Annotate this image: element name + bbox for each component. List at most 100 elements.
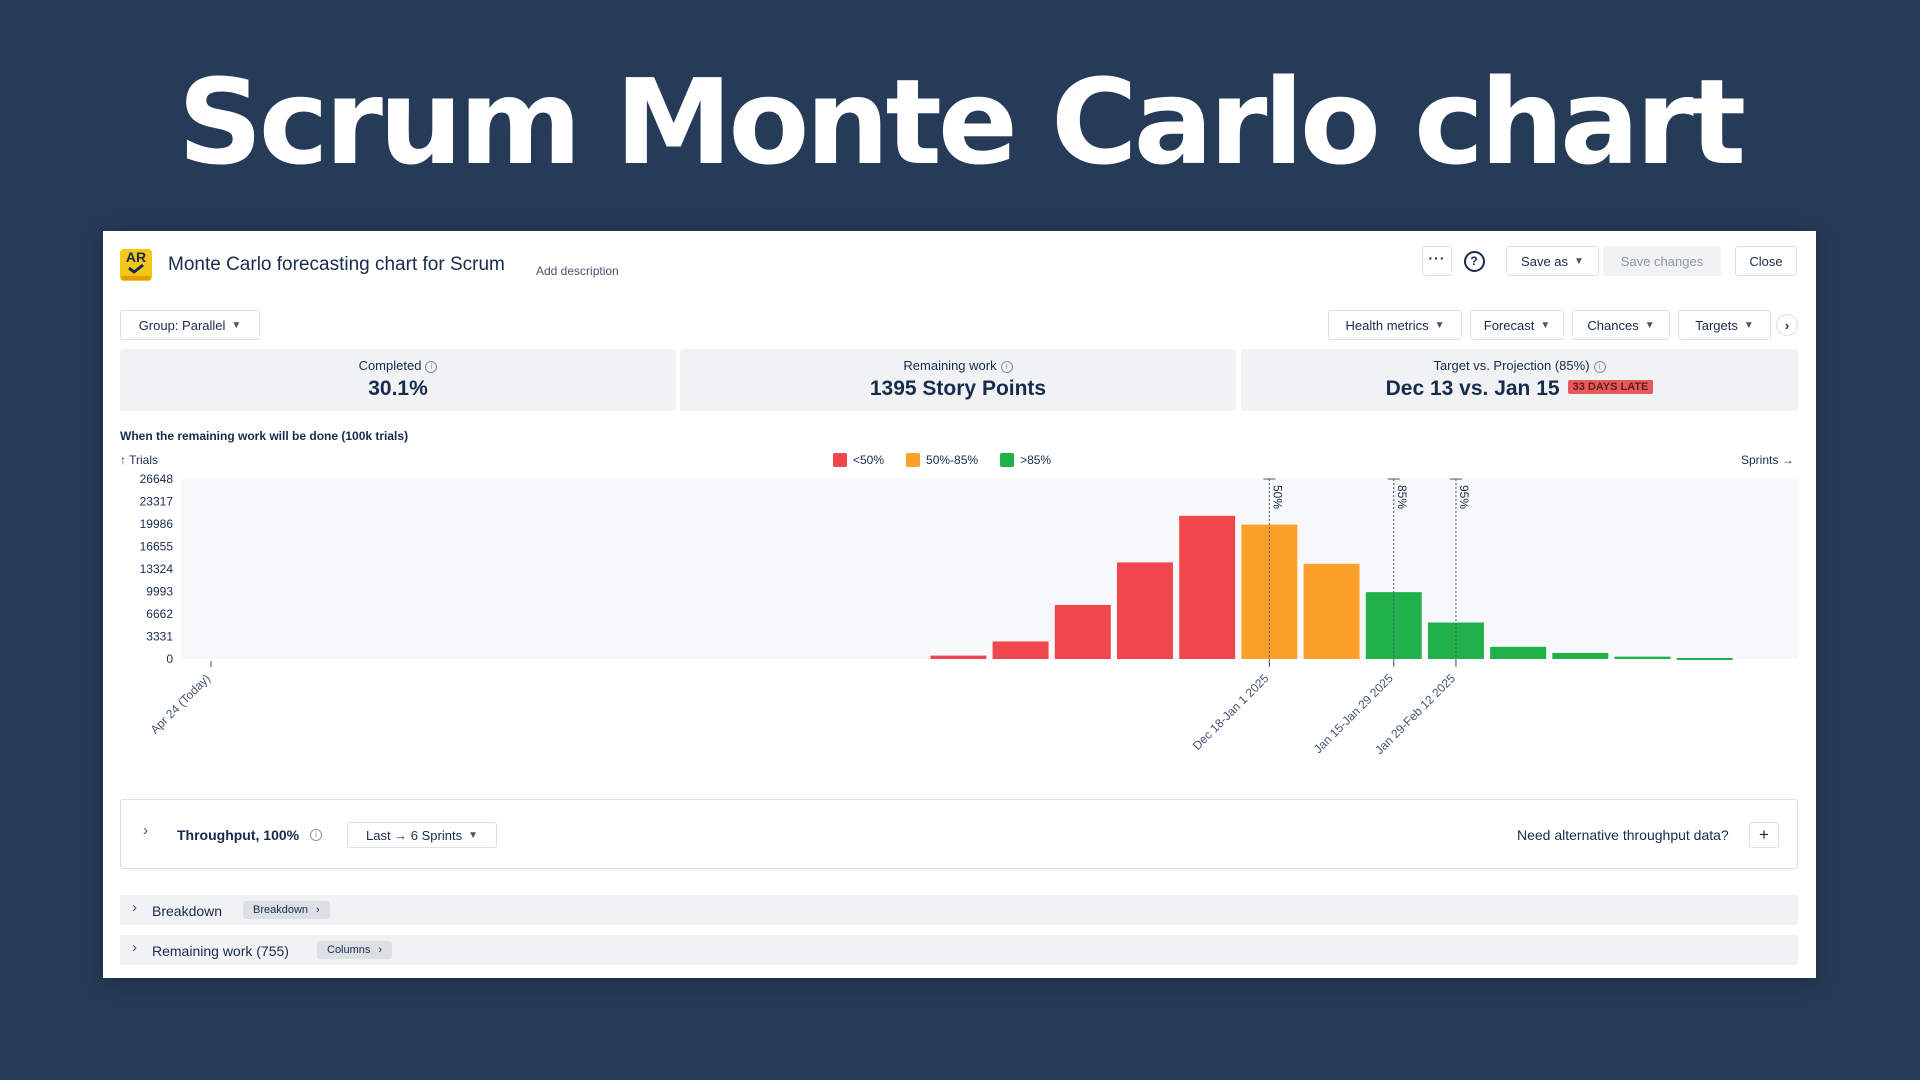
filter-label: Chances	[1587, 317, 1639, 333]
breakdown-pill[interactable]: Breakdown ›	[243, 901, 330, 919]
x-tick-label: Dec 18-Jan 1 2025	[1190, 671, 1272, 753]
histogram-bar	[1490, 646, 1547, 659]
hero-title: Scrum Monte Carlo chart	[177, 53, 1746, 191]
chevron-right-icon: ›	[1784, 317, 1790, 333]
more-button[interactable]: ···	[1422, 246, 1452, 276]
percentile-marker-label: 50%	[1270, 485, 1284, 509]
legend-label: 50%-85%	[926, 453, 979, 467]
histogram-bar	[1552, 652, 1609, 659]
chevron-right-icon[interactable]: ›	[132, 899, 137, 916]
filter-label: Forecast	[1483, 317, 1535, 333]
percentile-marker-label: 85%	[1395, 485, 1409, 509]
chevron-down-icon: ▼	[468, 829, 478, 841]
y-tick-label: 0	[166, 652, 173, 666]
filter-forecast[interactable]: Forecast ▼	[1470, 310, 1564, 340]
histogram-bar	[1179, 515, 1236, 659]
y-axis-label: ↑ Trials	[120, 453, 158, 467]
y-tick-label: 23317	[140, 495, 174, 509]
legend-item-low[interactable]: <50%	[833, 453, 884, 467]
filter-health-metrics[interactable]: Health metrics ▼	[1328, 310, 1462, 340]
histogram-bar	[1676, 657, 1733, 660]
histogram-bar	[1054, 604, 1111, 659]
y-tick-label: 9993	[146, 585, 173, 599]
arrow-right-icon: →	[1781, 453, 1794, 467]
y-tick-label: 13324	[140, 562, 174, 576]
breakdown-section[interactable]: › Breakdown Breakdown ›	[120, 895, 1798, 925]
save-changes-button[interactable]: Save changes	[1603, 246, 1721, 276]
histogram-bar	[1303, 563, 1360, 659]
throughput-section: › Throughput, 100% i Last → 6 Sprints ▼ …	[120, 799, 1798, 869]
stat-target-label: Target vs. Projection (85%)	[1433, 358, 1590, 373]
throughput-range-select[interactable]: Last → 6 Sprints ▼	[347, 822, 497, 848]
chevron-right-icon[interactable]: ›	[143, 822, 148, 839]
filter-label: Targets	[1695, 317, 1738, 333]
percentile-marker-label: 95%	[1457, 485, 1471, 509]
y-tick-label: 6662	[146, 607, 173, 621]
group-select-label: Group: Parallel	[138, 317, 226, 333]
y-axis-label-text: Trials	[129, 453, 159, 467]
checkmark-icon	[122, 263, 150, 280]
close-button[interactable]: Close	[1735, 246, 1797, 276]
y-tick-label: 19986	[140, 517, 174, 531]
histogram-bar	[1614, 656, 1671, 659]
info-icon[interactable]: i	[1593, 360, 1606, 373]
stat-remaining-label: Remaining work	[903, 358, 997, 373]
add-description-link[interactable]: Add description	[536, 264, 619, 278]
chevron-down-icon: ▼	[1644, 319, 1655, 331]
chevron-down-icon: ▼	[231, 319, 242, 331]
stat-target-value: Dec 13 vs. Jan 15	[1385, 377, 1560, 400]
question-icon: ?	[1463, 250, 1485, 272]
stat-completed-label: Completed	[358, 358, 422, 373]
filter-targets[interactable]: Targets ▼	[1678, 310, 1771, 340]
save-as-button[interactable]: Save as ▼	[1506, 246, 1599, 276]
columns-pill[interactable]: Columns ›	[317, 941, 393, 959]
histogram-bar	[930, 655, 987, 659]
legend-swatch	[906, 453, 921, 467]
save-as-label: Save as	[1521, 253, 1569, 269]
plot-area	[181, 479, 1798, 659]
stat-remaining-value: 1395 Story Points	[869, 377, 1047, 400]
stat-completed-value: 30.1%	[368, 377, 428, 400]
legend-swatch	[833, 453, 847, 467]
histogram-bar	[1116, 562, 1173, 659]
info-icon[interactable]: i	[310, 829, 322, 841]
report-panel: AR Monte Carlo forecasting chart for Scr…	[103, 231, 1816, 978]
toolbar-scroll-right[interactable]: ›	[1776, 314, 1798, 336]
info-icon[interactable]: i	[425, 360, 438, 373]
save-changes-label: Save changes	[1620, 253, 1704, 269]
legend-label: <50%	[853, 453, 885, 467]
histogram-chart: 0 3331 6662 9993 13324 16655 19986 23317 26648 50…	[140, 472, 1798, 757]
legend-item-high[interactable]: >85%	[1000, 453, 1051, 467]
stat-target: Target vs. Projection (85%) i Dec 13 vs. …	[1241, 349, 1798, 411]
plus-icon: +	[1759, 825, 1769, 844]
close-label: Close	[1749, 253, 1783, 269]
y-tick-label: 26648	[140, 472, 174, 486]
add-throughput-button[interactable]: +	[1749, 822, 1779, 848]
group-select[interactable]: Group: Parallel ▼	[120, 310, 260, 340]
legend-label: >85%	[1020, 453, 1052, 467]
remaining-work-title: Remaining work (755)	[152, 943, 289, 959]
chevron-down-icon: ▼	[1743, 319, 1754, 331]
filter-chances[interactable]: Chances ▼	[1572, 310, 1670, 340]
stat-remaining: Remaining work i 1395 Story Points	[680, 349, 1236, 411]
y-tick-label: 3331	[146, 630, 173, 644]
app-logo-text: AR	[125, 249, 147, 265]
throughput-title: Throughput, 100%	[177, 827, 300, 843]
throughput-range-label: Last → 6 Sprints	[365, 827, 463, 843]
remaining-work-section[interactable]: › Remaining work (755) Columns ›	[120, 935, 1798, 965]
breakdown-title: Breakdown	[152, 903, 223, 919]
stat-completed: Completed i 30.1%	[120, 349, 676, 411]
chart-legend: <50% 50%-85% >85%	[833, 453, 1051, 467]
info-icon[interactable]: i	[1000, 360, 1013, 373]
x-tick-label: Apr 24 (Today)	[148, 671, 214, 737]
ellipsis-icon: ···	[1428, 250, 1446, 266]
legend-item-mid[interactable]: 50%-85%	[906, 453, 978, 467]
x-axis-label-text: Sprints	[1741, 453, 1779, 467]
chevron-right-icon: ›	[316, 904, 320, 916]
late-badge: 33 DAYS LATE	[1567, 380, 1654, 395]
help-button[interactable]: ?	[1459, 246, 1489, 276]
page-title: Monte Carlo forecasting chart for Scrum	[168, 254, 505, 275]
chevron-right-icon[interactable]: ›	[132, 939, 137, 956]
histogram-bar	[992, 641, 1049, 659]
x-axis-label: Sprints →	[1741, 453, 1794, 467]
